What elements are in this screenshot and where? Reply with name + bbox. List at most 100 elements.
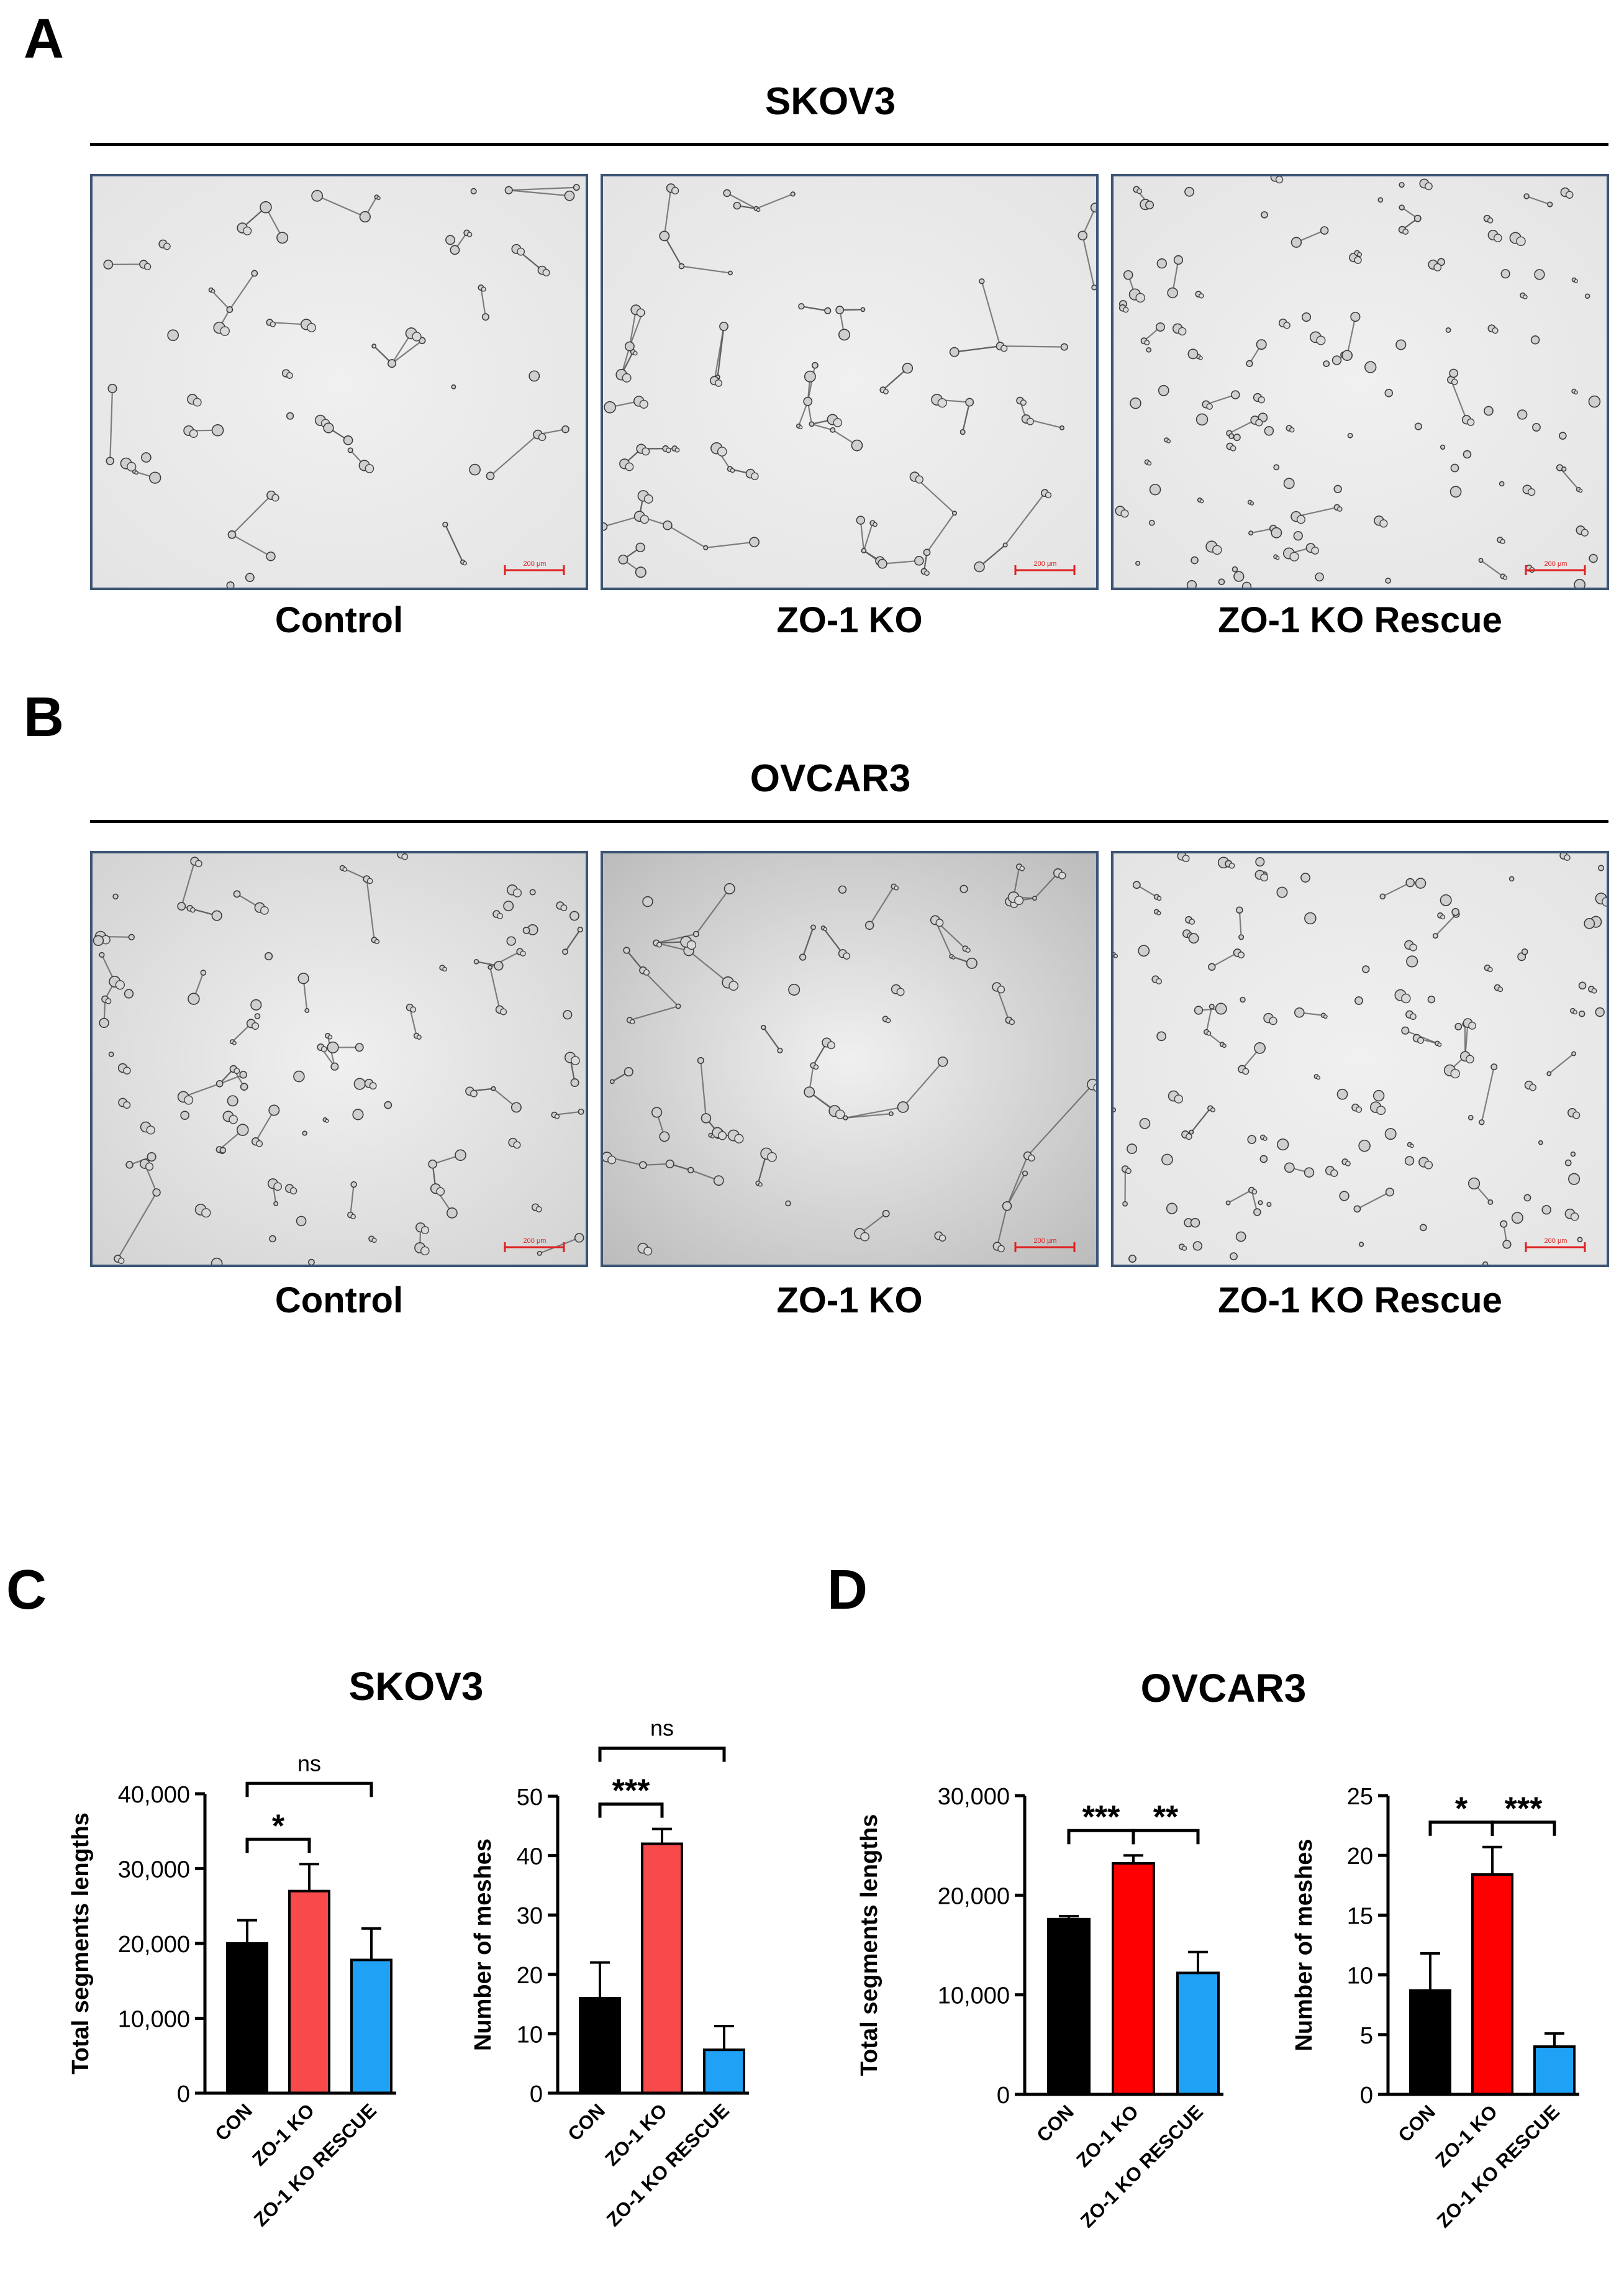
x-tick-label: ZO-1 KO RESCUE [250,2099,381,2230]
y-tick-label: 5 [1360,2023,1373,2049]
bar-zo-1-ko-rescue [350,1958,392,2095]
scale-bar: 200 μm [504,1237,565,1252]
significance-label: * [272,1808,285,1844]
micrograph-a-control-image: 200 μm [93,176,586,588]
y-tick-label: 30,000 [938,1784,1010,1810]
micrograph-a-zo1-ko-image: 200 μm [603,176,1096,588]
bar-zo-1-ko-rescue [1176,1971,1220,2096]
condition-label-b-control: Control [274,1280,404,1320]
significance-bracket [598,1802,664,1818]
significance-bracket [1490,1820,1556,1836]
y-tick-label: 10 [1347,1963,1373,1989]
bar-zo-1-ko-rescue [1533,2045,1576,2096]
panel-b-cell-line-title: OVCAR3 [750,757,911,800]
y-tick-label: 25 [1347,1784,1373,1810]
panel-d-cell-line-title: OVCAR3 [1140,1666,1307,1711]
y-tick-label: 20,000 [118,1932,190,1958]
bar-zo-1-ko-rescue [703,2048,745,2094]
y-tick-label: 20,000 [938,1883,1010,1909]
y-tick-label: 0 [997,2083,1010,2109]
y-axis-label: Number of meshes [1291,1838,1317,2051]
x-tick-label: ZO-1 KO RESCUE [1076,2101,1207,2232]
micrograph-b-zo1-ko-rescue-image: 200 μm [1114,853,1607,1265]
y-axis-label: Total segments lengths [68,1812,94,2075]
significance-bracket [1132,1829,1200,1845]
condition-label-b-zo1-ko-rescue: ZO-1 KO Rescue [1218,1280,1502,1320]
micrograph-b-control-image: 200 μm [93,853,586,1265]
bar-con [1409,1989,1451,2096]
y-tick-label: 0 [177,2081,190,2107]
y-tick-label: 10 [517,2022,543,2048]
bar-zo-1-ko [1471,1873,1513,2096]
condition-label-b-zo1-ko: ZO-1 KO [776,1280,923,1320]
bar-zo-1-ko [641,1842,683,2094]
y-axis-label: Number of meshes [470,1838,496,2051]
panel-letter-d: D [827,1559,868,1621]
micrograph-b-zo1-ko: 200 μm [601,851,1099,1267]
bar-zo-1-ko [288,1889,330,2094]
y-tick-label: 40,000 [118,1782,190,1808]
x-tick-label: CON [563,2099,609,2145]
condition-label-a-zo1-ko: ZO-1 KO [776,600,923,640]
significance-label: ns [297,1750,321,1776]
micrograph-a-zo1-ko-rescue: 200 μm [1111,174,1609,590]
y-axis-label: Total segments lengths [856,1814,882,2076]
panel-c-cell-line-title: SKOV3 [348,1664,484,1709]
significance-label: *** [612,1773,650,1809]
micrograph-a-control: 200 μm [90,174,588,590]
bar-con [226,1942,268,2094]
y-tick-label: 30 [517,1903,543,1929]
x-tick-label: CON [1394,2101,1439,2146]
scale-bar: 200 μm [504,560,565,575]
significance-bracket [245,1781,373,1798]
scale-bar-label: 200 μm [1034,560,1057,568]
x-tick-label: CON [211,2099,256,2145]
significance-label: * [1455,1791,1468,1827]
scale-bar: 200 μm [1014,1237,1076,1252]
condition-label-a-control: Control [274,600,404,640]
y-tick-label: 20 [1347,1843,1373,1870]
scale-bar-label: 200 μm [1034,1237,1057,1245]
y-tick-label: 10,000 [118,2007,190,2033]
panel-letter-b: B [24,686,64,748]
y-tick-label: 40 [517,1844,543,1870]
scale-bar-label: 200 μm [524,1237,547,1245]
significance-label: ** [1153,1799,1179,1835]
bar-con [579,1997,621,2095]
panel-a-cell-line-title: SKOV3 [764,80,896,123]
scale-bar-label: 200 μm [524,560,547,568]
chart-d-segments: 0 10,000 20,000 30,000 Total segments length… [856,1784,1223,2232]
scale-bar: 200 μm [1525,1237,1586,1252]
significance-label: *** [1505,1791,1543,1827]
y-tick-label: 0 [530,2081,543,2107]
x-tick-label: CON [1032,2101,1077,2146]
significance-bracket [598,1747,726,1762]
scale-bar-label: 200 μm [1545,1237,1567,1245]
significance-bracket [245,1837,311,1853]
micrograph-b-control: 200 μm [90,851,588,1267]
micrograph-a-zo1-ko: 200 μm [601,174,1099,590]
y-tick-label: 50 [517,1784,543,1811]
y-tick-label: 20 [517,1963,543,1989]
y-tick-label: 30,000 [118,1857,190,1883]
scale-bar: 200 μm [1014,560,1076,575]
panel-letter-a: A [24,8,64,70]
chart-c-segments: 0 10,000 20,000 30,000 40,000 Total segments … [68,1750,396,2230]
micrograph-b-zo1-ko-rescue: 200 μm [1111,851,1609,1267]
y-tick-label: 15 [1347,1903,1373,1929]
y-tick-label: 10,000 [938,1983,1010,2009]
x-tick-label: ZO-1 KO RESCUE [602,2099,733,2230]
panel-b-divider [90,820,1608,823]
micrograph-b-zo1-ko-image: 200 μm [603,853,1096,1265]
scale-bar: 200 μm [1525,560,1586,575]
y-tick-label: 0 [1360,2083,1373,2109]
panel-letter-c: C [6,1559,47,1621]
scale-bar-label: 200 μm [1545,560,1567,568]
significance-label: ns [650,1716,674,1741]
panel-a-divider [90,143,1608,146]
bar-zo-1-ko [1112,1862,1155,2096]
significance-label: *** [1082,1799,1120,1835]
x-tick-label: ZO-1 KO RESCUE [1433,2101,1564,2232]
